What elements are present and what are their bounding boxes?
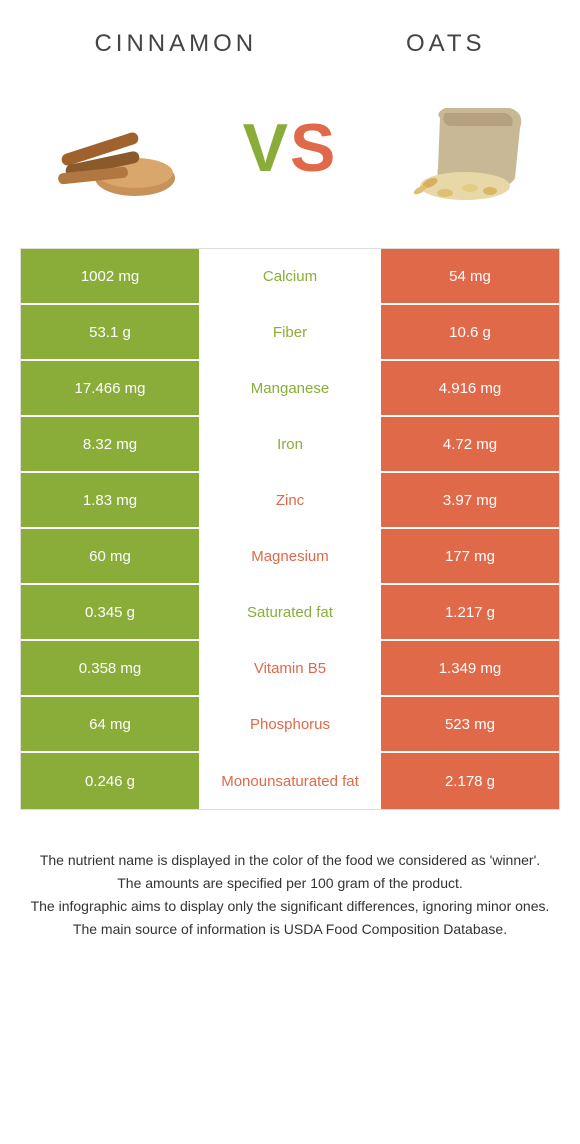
footer-line-3: The infographic aims to display only the… xyxy=(30,896,550,917)
cell-right-value: 1.349 mg xyxy=(379,641,559,695)
cell-nutrient-label: Manganese xyxy=(201,361,379,415)
cell-right-value: 523 mg xyxy=(379,697,559,751)
footer: The nutrient name is displayed in the co… xyxy=(0,810,580,962)
cell-right-value: 3.97 mg xyxy=(379,473,559,527)
table-row: 53.1 gFiber10.6 g xyxy=(21,305,559,361)
cell-nutrient-label: Saturated fat xyxy=(201,585,379,639)
table-row: 60 mgMagnesium177 mg xyxy=(21,529,559,585)
table-row: 64 mgPhosphorus523 mg xyxy=(21,697,559,753)
cell-left-value: 60 mg xyxy=(21,529,201,583)
cell-left-value: 8.32 mg xyxy=(21,417,201,471)
cell-nutrient-label: Iron xyxy=(201,417,379,471)
table-row: 0.345 gSaturated fat1.217 g xyxy=(21,585,559,641)
cell-nutrient-label: Fiber xyxy=(201,305,379,359)
cell-left-value: 53.1 g xyxy=(21,305,201,359)
table-row: 8.32 mgIron4.72 mg xyxy=(21,417,559,473)
title-oats: OATS xyxy=(406,30,486,58)
cell-right-value: 4.72 mg xyxy=(379,417,559,471)
cell-right-value: 4.916 mg xyxy=(379,361,559,415)
table-row: 0.246 gMonounsaturated fat2.178 g xyxy=(21,753,559,809)
vs-label: VS xyxy=(243,109,338,187)
footer-line-2: The amounts are specified per 100 gram o… xyxy=(30,873,550,894)
table-row: 1.83 mgZinc3.97 mg xyxy=(21,473,559,529)
oats-image xyxy=(390,88,540,208)
cinnamon-image xyxy=(40,88,190,208)
table-row: 1002 mgCalcium54 mg xyxy=(21,249,559,305)
cell-right-value: 10.6 g xyxy=(379,305,559,359)
cell-nutrient-label: Zinc xyxy=(201,473,379,527)
cell-right-value: 1.217 g xyxy=(379,585,559,639)
footer-line-1: The nutrient name is displayed in the co… xyxy=(30,850,550,871)
table-row: 0.358 mgVitamin B51.349 mg xyxy=(21,641,559,697)
vs-section: VS xyxy=(0,68,580,248)
cell-left-value: 1.83 mg xyxy=(21,473,201,527)
cell-right-value: 2.178 g xyxy=(379,753,559,809)
cell-nutrient-label: Magnesium xyxy=(201,529,379,583)
cell-left-value: 1002 mg xyxy=(21,249,201,303)
header: CINNAMON OATS xyxy=(0,0,580,68)
cell-nutrient-label: Vitamin B5 xyxy=(201,641,379,695)
nutrient-table: 1002 mgCalcium54 mg53.1 gFiber10.6 g17.4… xyxy=(20,248,560,810)
vs-v: V xyxy=(243,110,290,186)
cell-left-value: 0.345 g xyxy=(21,585,201,639)
table-row: 17.466 mgManganese4.916 mg xyxy=(21,361,559,417)
cell-nutrient-label: Calcium xyxy=(201,249,379,303)
cell-nutrient-label: Phosphorus xyxy=(201,697,379,751)
footer-line-4: The main source of information is USDA F… xyxy=(30,919,550,940)
vs-s: S xyxy=(290,110,337,186)
title-cinnamon: CINNAMON xyxy=(94,30,257,58)
cell-left-value: 0.246 g xyxy=(21,753,201,809)
cell-nutrient-label: Monounsaturated fat xyxy=(201,753,379,809)
cell-left-value: 0.358 mg xyxy=(21,641,201,695)
cell-left-value: 64 mg xyxy=(21,697,201,751)
cell-left-value: 17.466 mg xyxy=(21,361,201,415)
cell-right-value: 54 mg xyxy=(379,249,559,303)
cell-right-value: 177 mg xyxy=(379,529,559,583)
